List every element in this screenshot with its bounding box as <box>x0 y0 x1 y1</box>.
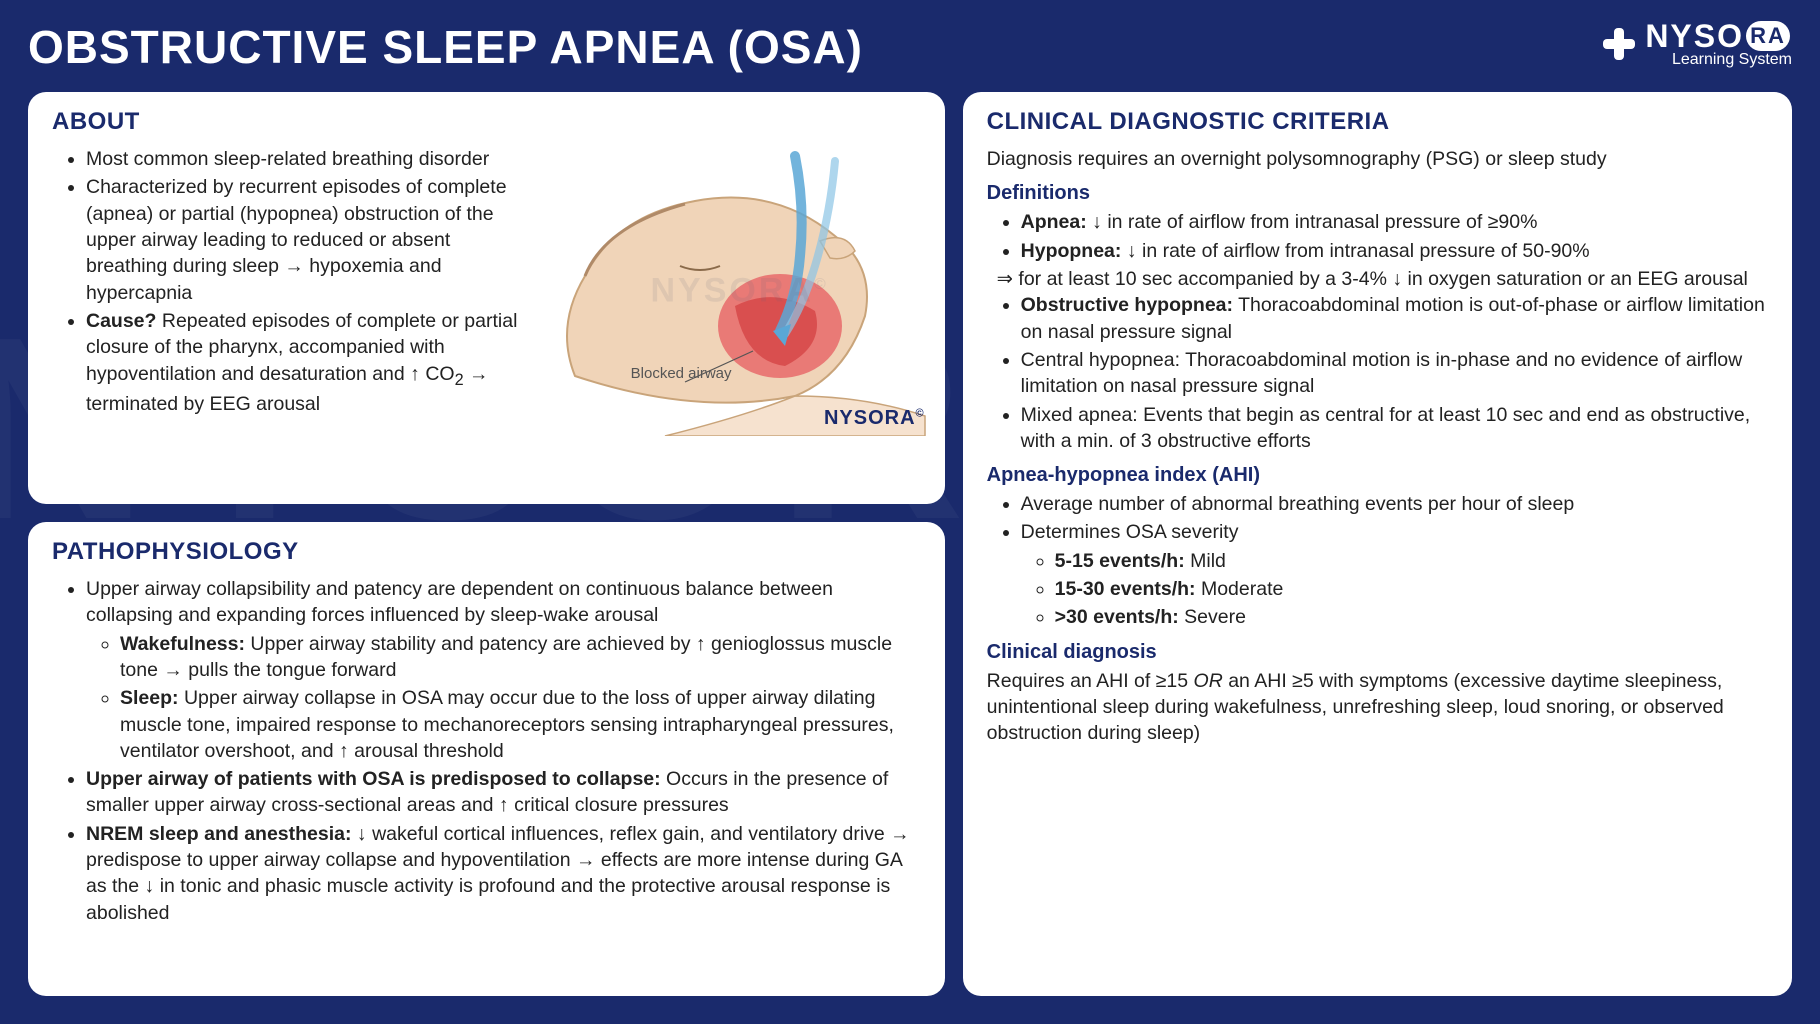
logo-prefix: NYSO <box>1645 20 1744 52</box>
ahi-item: Average number of abnormal breathing eve… <box>1021 491 1768 517</box>
clinical-card: CLINICAL DIAGNOSTIC CRITERIA Diagnosis r… <box>963 92 1792 996</box>
about-bullet: Characterized by recurrent episodes of c… <box>86 174 535 306</box>
clinical-heading: CLINICAL DIAGNOSTIC CRITERIA <box>987 108 1768 136</box>
image-caption: Blocked airway <box>631 365 732 382</box>
plus-icon <box>1601 26 1637 62</box>
definitions-note: ⇒ for at least 10 sec accompanied by a 3… <box>987 266 1768 292</box>
patho-bullet: Upper airway collapsibility and patency … <box>86 576 921 764</box>
patho-subbullet: Wakefulness: Upper airway stability and … <box>120 631 921 684</box>
clinical-intro: Diagnosis requires an overnight polysomn… <box>987 146 1768 172</box>
patho-subbullet: Sleep: Upper airway collapse in OSA may … <box>120 685 921 764</box>
definition-item: Central hypopnea: Thoracoabdominal motio… <box>1021 347 1768 400</box>
patho-bullet: Upper airway of patients with OSA is pre… <box>86 766 921 819</box>
image-brand: NYSORA© <box>824 407 925 430</box>
content-grid: ABOUT Most common sleep-related breathin… <box>28 92 1792 996</box>
patho-bullet: NREM sleep and anesthesia: ↓ wakeful cor… <box>86 821 921 926</box>
definition-item: Obstructive hypopnea: Thoracoabdominal m… <box>1021 292 1768 345</box>
nysora-logo: NYSORA Learning System <box>1601 20 1792 68</box>
clinical-diagnosis-heading: Clinical diagnosis <box>987 641 1768 664</box>
about-bullet: Most common sleep-related breathing diso… <box>86 146 535 172</box>
header: OBSTRUCTIVE SLEEP APNEA (OSA) NYSORA Lea… <box>28 20 1792 74</box>
definitions-list: Apnea: ↓ in rate of airflow from intrana… <box>987 209 1768 264</box>
about-heading: ABOUT <box>52 108 935 136</box>
page-title: OBSTRUCTIVE SLEEP APNEA (OSA) <box>28 20 863 74</box>
ahi-heading: Apnea-hypopnea index (AHI) <box>987 464 1768 487</box>
about-list: Most common sleep-related breathing diso… <box>52 146 535 418</box>
definition-item: Hypopnea: ↓ in rate of airflow from intr… <box>1021 238 1768 264</box>
logo-subtitle: Learning System <box>1645 52 1792 68</box>
patho-list: Upper airway collapsibility and patency … <box>52 576 921 926</box>
definitions-list-2: Obstructive hypopnea: Thoracoabdominal m… <box>987 292 1768 454</box>
definition-item: Mixed apnea: Events that begin as centra… <box>1021 402 1768 455</box>
definitions-heading: Definitions <box>987 182 1768 205</box>
clinical-diagnosis-text: Requires an AHI of ≥15 OR an AHI ≥5 with… <box>987 668 1768 747</box>
ahi-list: Average number of abnormal breathing eve… <box>987 491 1768 631</box>
ahi-item: Determines OSA severity 5-15 events/h: M… <box>1021 519 1768 630</box>
ahi-severity: 5-15 events/h: Mild <box>1055 548 1768 574</box>
about-bullet: Cause? Repeated episodes of complete or … <box>86 308 535 418</box>
patho-heading: PATHOPHYSIOLOGY <box>52 538 921 566</box>
logo-badge: RA <box>1746 21 1790 51</box>
ahi-severity: 15-30 events/h: Moderate <box>1055 576 1768 602</box>
about-card: ABOUT Most common sleep-related breathin… <box>28 92 945 504</box>
ahi-severity: >30 events/h: Severe <box>1055 604 1768 630</box>
definition-item: Apnea: ↓ in rate of airflow from intrana… <box>1021 209 1768 235</box>
pathophysiology-card: PATHOPHYSIOLOGY Upper airway collapsibil… <box>28 522 945 996</box>
airway-illustration: NYSORA© Blocked airway NYSORA© <box>545 146 935 436</box>
